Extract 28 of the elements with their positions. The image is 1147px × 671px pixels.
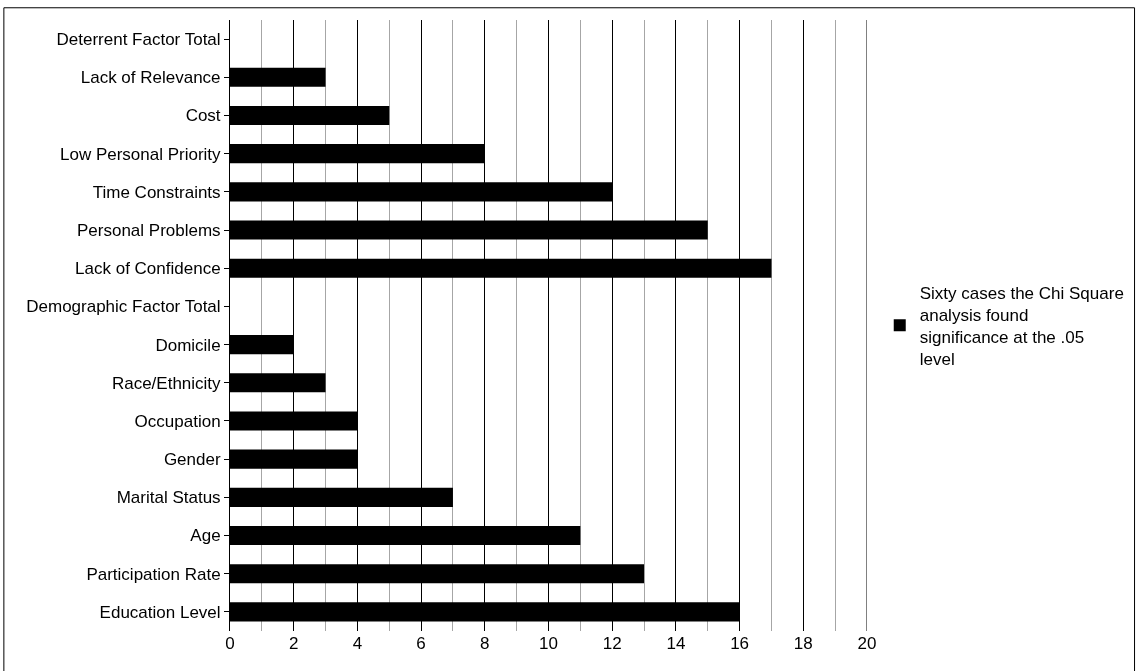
y-tick-label: Deterrent Factor Total — [56, 30, 221, 50]
y-tick-label: Marital Status — [116, 488, 221, 508]
x-tick-label: 4 — [352, 634, 363, 653]
legend-label: Sixty cases the Chi Square analysis found significance at the .05 level — [919, 283, 1124, 369]
y-tick-label: Participation Rate — [86, 564, 221, 584]
x-tick-label: 14 — [666, 634, 686, 653]
x-tick-label: 20 — [857, 634, 877, 653]
y-tick-label: Occupation — [134, 411, 221, 431]
y-tick-label: Race/Ethnicity — [111, 373, 222, 393]
y-tick-label: Domicile — [155, 335, 221, 355]
x-tick-label: 12 — [602, 634, 622, 653]
y-tick-label: Personal Problems — [76, 220, 221, 240]
x-tick-label: 6 — [416, 634, 426, 653]
y-tick-label: Lack of Confidence — [75, 259, 221, 279]
y-tick-label: Cost — [185, 106, 221, 126]
y-tick-label: Low Personal Priority — [59, 144, 222, 164]
y-tick-label: Age — [190, 526, 221, 546]
x-tick-label: 8 — [480, 634, 490, 653]
x-tick-label: 16 — [730, 634, 750, 653]
y-tick-label: Demographic Factor Total — [26, 297, 221, 317]
x-tick-label: 18 — [793, 634, 813, 653]
y-tick-label: Time Constraints — [92, 182, 221, 202]
y-tick-label: Education Level — [99, 602, 221, 622]
x-tick-label: 2 — [288, 634, 299, 653]
y-tick-label: Lack of Relevance — [80, 68, 221, 88]
y-tick-label: Gender — [163, 450, 221, 470]
x-tick-label: 10 — [539, 634, 558, 653]
x-tick-label: 0 — [225, 634, 235, 653]
